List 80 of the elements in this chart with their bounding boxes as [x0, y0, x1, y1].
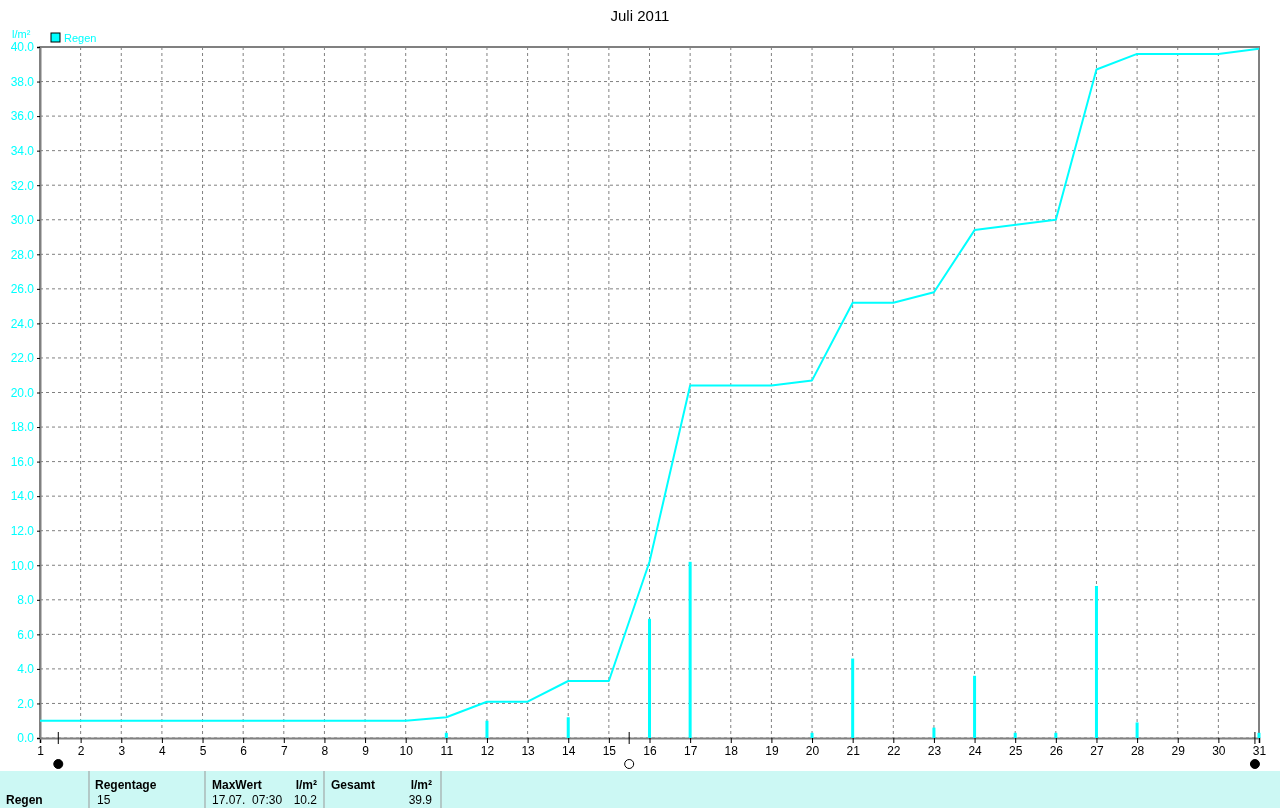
- text: l/m²: [410, 778, 432, 792]
- x-tick-label: 3: [118, 743, 126, 758]
- legend-label: Regen: [64, 32, 97, 44]
- y-axis-title: l/m²: [12, 28, 31, 40]
- bar: [932, 727, 936, 738]
- y-tick-label: 6.0: [17, 627, 35, 642]
- bar: [688, 561, 692, 738]
- x-tick-label: 25: [1009, 743, 1023, 758]
- y-tick-label: 28.0: [10, 247, 35, 262]
- y-tick-label: 4.0: [17, 662, 35, 677]
- x-tick-label: 7: [280, 743, 288, 758]
- y-tick-label: 22.0: [10, 351, 35, 366]
- x-tick-label: 1: [37, 743, 45, 758]
- y-tick-label: 18.0: [10, 420, 35, 435]
- y-tick-label: 0.0: [17, 731, 35, 746]
- y-tick-label: 34.0: [10, 143, 35, 158]
- line-series: [39, 47, 1260, 722]
- x-tick-label: 19: [765, 743, 779, 758]
- x-tick-label: 17: [683, 743, 698, 758]
- x-tick-label: 2: [77, 743, 85, 758]
- chart-title: Juli 2011: [610, 7, 670, 24]
- bar: [1094, 585, 1098, 738]
- x-tick-label: 8: [321, 743, 329, 758]
- y-tick-label: 8.0: [17, 593, 35, 608]
- text: Regen: [6, 793, 43, 807]
- x-tick-label: 27: [1090, 743, 1104, 758]
- text: 15: [97, 793, 111, 807]
- y-tick-label: 12.0: [10, 524, 35, 539]
- text: 17.07. 07:30: [212, 793, 283, 807]
- text: 10.2: [293, 793, 318, 807]
- y-tick-label: 38.0: [10, 74, 35, 89]
- x-tick-label: 31: [1252, 743, 1267, 758]
- x-tick-label: 10: [399, 743, 414, 758]
- x-tick-label: 21: [846, 743, 861, 758]
- y-tick-label: 14.0: [10, 489, 35, 504]
- bar: [851, 658, 855, 738]
- x-tick-label: 22: [887, 743, 901, 758]
- x-tick-label: 12: [480, 743, 495, 758]
- bar: [1013, 732, 1017, 738]
- y-tick-label: 30.0: [10, 213, 35, 228]
- bar: [648, 618, 651, 738]
- text: 39.9: [408, 793, 433, 807]
- y-tick-label: 2.0: [17, 696, 35, 711]
- text: l/m²: [295, 778, 317, 792]
- x-tick-label: 11: [440, 743, 454, 758]
- bar: [1054, 732, 1058, 738]
- x-tick-label: 16: [643, 743, 657, 758]
- bar: [566, 717, 570, 738]
- x-tick-label: 6: [240, 743, 248, 758]
- y-tick-label: 20.0: [10, 385, 35, 400]
- y-tick-label: 32.0: [10, 178, 35, 193]
- text: Gesamt: [331, 778, 376, 792]
- y-tick-label: 24.0: [10, 316, 35, 331]
- x-tick-label: 5: [199, 743, 207, 758]
- x-tick-label: 30: [1212, 743, 1226, 758]
- x-tick-label: 23: [927, 743, 942, 758]
- text: Regentage: [95, 778, 157, 792]
- y-tick-label: 16.0: [10, 454, 35, 469]
- x-tick-label: 18: [724, 743, 739, 758]
- bar: [1135, 722, 1139, 738]
- x-tick-label: 4: [159, 743, 167, 758]
- bar: [973, 675, 977, 738]
- x-tick-label: 24: [968, 743, 983, 758]
- bar: [1257, 732, 1261, 738]
- y-tick-label: 36.0: [10, 109, 35, 124]
- x-tick-label: 15: [602, 743, 617, 758]
- y-tick-label: 40.0: [10, 40, 35, 55]
- x-tick-label: 29: [1171, 743, 1186, 758]
- x-tick-label: 28: [1130, 743, 1145, 758]
- y-tick-label: 26.0: [10, 282, 35, 297]
- x-tick-label: 20: [805, 743, 820, 758]
- x-tick-label: 26: [1049, 743, 1064, 758]
- text: MaxWert: [212, 778, 262, 792]
- bar: [444, 732, 448, 738]
- x-tick-label: 13: [521, 743, 536, 758]
- x-tick-label: 14: [562, 743, 576, 758]
- y-tick-label: 10.0: [10, 558, 35, 573]
- bar: [485, 720, 489, 738]
- x-tick-label: 9: [362, 743, 370, 758]
- bar: [810, 732, 814, 738]
